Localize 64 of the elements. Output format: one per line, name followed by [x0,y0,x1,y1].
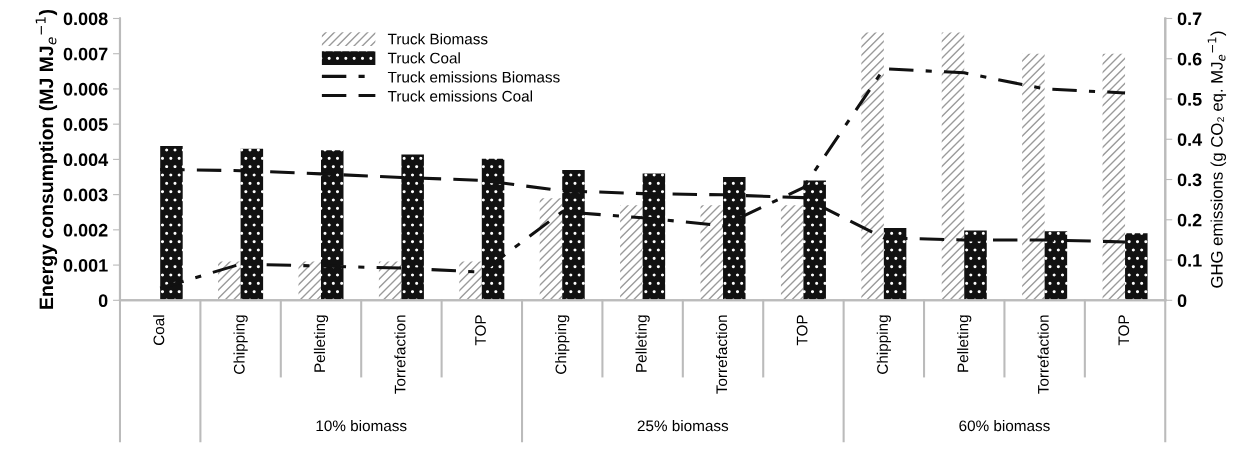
bar [964,230,987,301]
y-tick-label: 0.005 [63,118,108,131]
bar [218,261,241,301]
y-tick-label: 0.003 [63,188,108,202]
x-tick-label: TOP [1118,315,1130,346]
y2-tick-label: 0.4 [1177,133,1203,146]
bar [723,177,746,301]
legend-label: Truck emissions Biomass [387,71,560,83]
y2-tick-label: 0.5 [1177,92,1202,106]
bar [1044,231,1068,301]
bar [861,32,884,301]
y2-tick-label: 0.2 [1177,213,1202,227]
bar [620,205,643,301]
bar [941,32,965,301]
bar [1125,233,1148,301]
bar [700,205,724,301]
x-tick-label: Torrefaction [1037,315,1049,394]
bar [401,154,424,301]
y-tick-label: 0.008 [63,12,108,26]
bar [1022,53,1045,301]
x-tick-label: Torrefaction [394,315,406,394]
bar [459,261,482,301]
bar [160,146,183,301]
x-tick-label: Chipping [876,315,891,374]
x-tick-label: Torrefaction [715,315,728,394]
y-tick-label: 0 [98,294,108,308]
y-tick-label: 0.004 [63,153,109,167]
bar [539,198,563,301]
line-series [158,67,1127,290]
y2-tick-label: 0.7 [1177,12,1202,26]
bar [642,173,666,301]
y2-tick-label: 0 [1177,294,1187,308]
y-axis-title: Energy consumption (MJ MJ$_{e}$$^{−1}$) [35,9,58,309]
y2-tick-label: 0.3 [1177,173,1202,187]
x-tick-label: Pelleting [635,315,650,372]
bar [298,261,321,301]
legend-label: Truck Coal [387,52,460,64]
y2-tick-label: 0.6 [1177,52,1202,66]
text: 60% biomass [959,420,1050,432]
text: 25% biomass [637,420,729,432]
bar [780,205,804,301]
y-tick-label: 0.001 [63,259,108,272]
bar [240,148,264,301]
x-tick-label: TOP [475,315,486,346]
text: 10% biomass [316,420,407,432]
x-tick-label: Chipping [555,315,570,374]
bar [321,150,344,301]
bar [481,158,505,301]
legend-label: Truck Biomass [387,33,488,45]
y2-tick-label: 0.1 [1177,253,1202,267]
y-tick-label: 0.006 [63,82,108,96]
x-tick-label: Coal [153,315,165,346]
x-tick-label: Pelleting [957,315,972,372]
y-tick-label: 0.002 [63,223,108,237]
bar [803,180,826,301]
legend-label: Truck emissions Coal [387,90,533,102]
y-tick-label: 0.007 [63,47,108,61]
x-tick-label: TOP [796,315,808,346]
bar [883,228,907,301]
x-tick-label: Pelleting [313,315,329,372]
bar [1102,53,1126,301]
y2-axis-title: GHG emissions (g CO₂ eq. MJ$_{e}$$^{−1}$) [1207,31,1227,288]
bar [562,169,585,301]
x-tick-label: Chipping [233,315,248,374]
